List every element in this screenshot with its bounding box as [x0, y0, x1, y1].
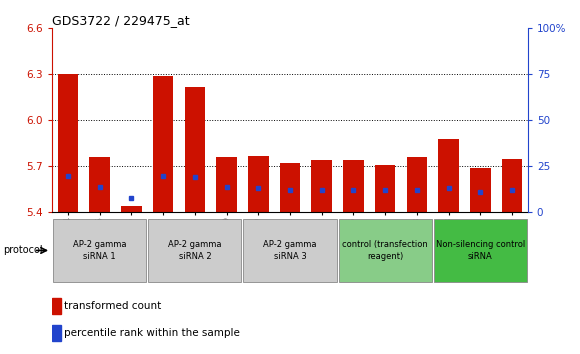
Bar — [58, 74, 78, 212]
Bar — [438, 139, 459, 212]
Text: AP-2 gamma
siRNA 2: AP-2 gamma siRNA 2 — [168, 240, 222, 261]
Bar — [375, 165, 396, 212]
Text: protocol: protocol — [3, 245, 42, 256]
Text: control (transfection
reagent): control (transfection reagent) — [342, 240, 428, 261]
Bar — [343, 160, 364, 212]
Text: AP-2 gamma
siRNA 1: AP-2 gamma siRNA 1 — [73, 240, 126, 261]
Bar — [244, 219, 336, 282]
Bar — [502, 159, 522, 212]
Bar — [153, 76, 173, 212]
Bar — [216, 157, 237, 212]
Bar — [52, 325, 61, 341]
Text: Non-silencing control
siRNA: Non-silencing control siRNA — [436, 240, 525, 261]
Bar — [248, 156, 269, 212]
Bar — [280, 163, 300, 212]
Bar — [52, 298, 61, 314]
Text: GDS3722 / 229475_at: GDS3722 / 229475_at — [52, 14, 190, 27]
Bar — [339, 219, 432, 282]
Bar — [121, 206, 142, 212]
Text: percentile rank within the sample: percentile rank within the sample — [64, 328, 240, 338]
Bar — [53, 219, 146, 282]
Bar — [434, 219, 527, 282]
Bar — [311, 160, 332, 212]
Bar — [470, 168, 491, 212]
Bar — [407, 157, 427, 212]
Text: transformed count: transformed count — [64, 301, 161, 311]
Text: AP-2 gamma
siRNA 3: AP-2 gamma siRNA 3 — [263, 240, 317, 261]
Bar — [184, 87, 205, 212]
Bar — [89, 157, 110, 212]
Bar — [148, 219, 241, 282]
